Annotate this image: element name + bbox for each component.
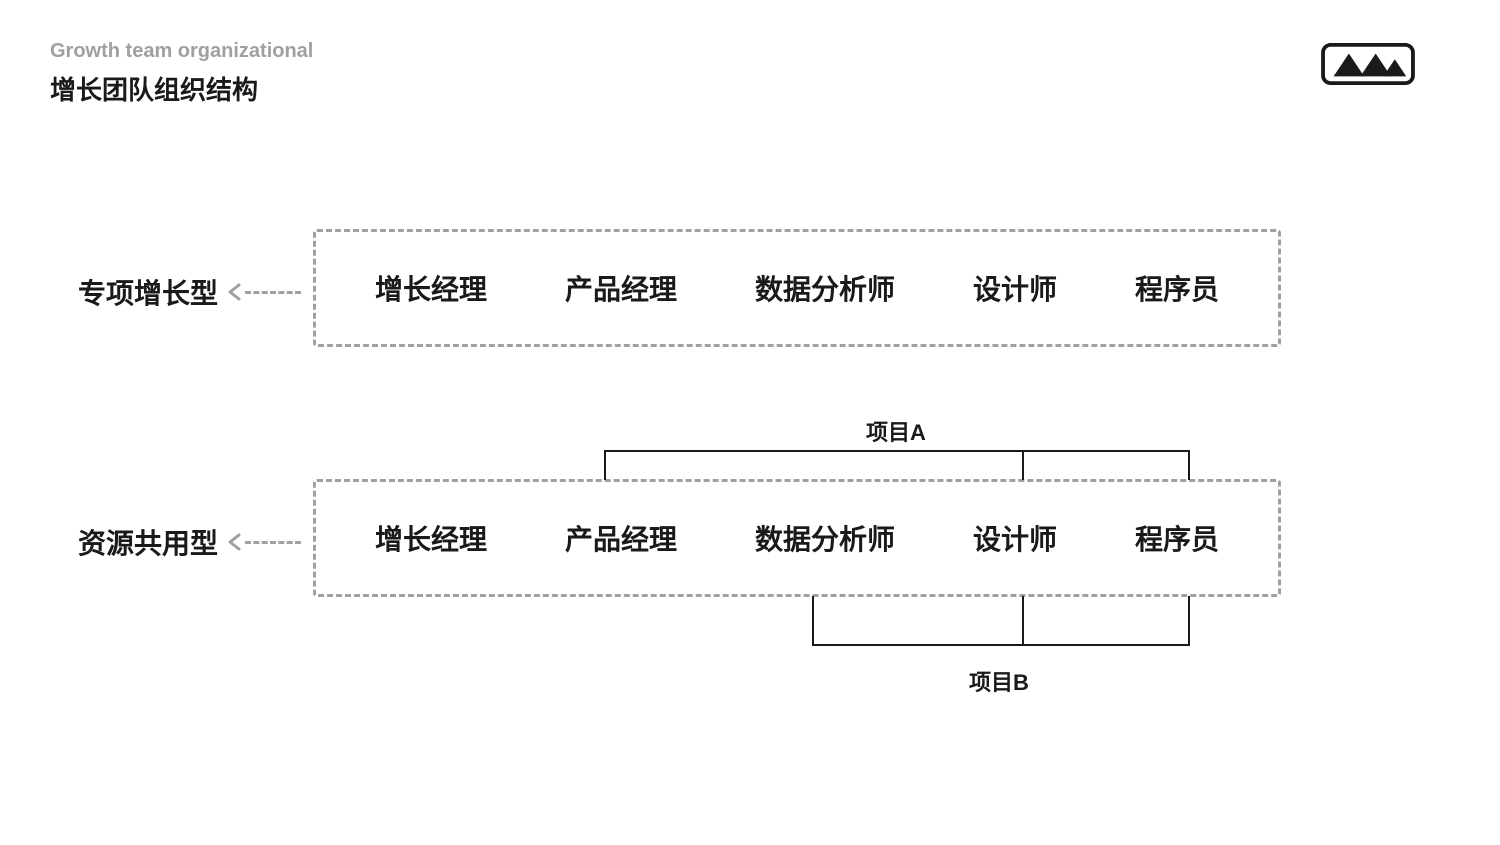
bracket-bottom (812, 596, 1190, 646)
arrow-left-icon (227, 533, 245, 551)
bracket-top (604, 450, 1190, 480)
row1-role-4: 程序员 (1135, 268, 1219, 308)
row2-role-2: 数据分析师 (755, 518, 895, 558)
bracket-top-label: 项目A (866, 415, 926, 447)
row1-role-0: 增长经理 (375, 268, 487, 308)
slide-subtitle: Growth team organizational (50, 40, 313, 63)
slide-stage: Growth team organizational 增长团队组织结构 专项增长… (0, 0, 1500, 845)
slide-title: 增长团队组织结构 (50, 70, 258, 107)
row2-role-1: 产品经理 (565, 518, 677, 558)
row2-role-0: 增长经理 (375, 518, 487, 558)
row1-arrow (227, 283, 301, 301)
bracket-bottom-label: 项目B (969, 665, 1029, 697)
row1-role-3: 设计师 (973, 268, 1057, 308)
arrow-left-icon (227, 283, 245, 301)
row2-arrow (227, 533, 301, 551)
bracket-bottom-divider (1022, 596, 1024, 646)
row1-type-label: 专项增长型 (78, 272, 218, 312)
row1-role-2: 数据分析师 (755, 268, 895, 308)
brand-logo (1320, 42, 1416, 91)
row2-role-3: 设计师 (973, 518, 1057, 558)
row1-roles-box: 增长经理 产品经理 数据分析师 设计师 程序员 (313, 229, 1281, 347)
row2-role-4: 程序员 (1135, 518, 1219, 558)
row1-role-1: 产品经理 (565, 268, 677, 308)
row2-type-label: 资源共用型 (78, 522, 218, 562)
row2-roles-box: 增长经理 产品经理 数据分析师 设计师 程序员 (313, 479, 1281, 597)
bracket-top-divider (1022, 450, 1024, 480)
